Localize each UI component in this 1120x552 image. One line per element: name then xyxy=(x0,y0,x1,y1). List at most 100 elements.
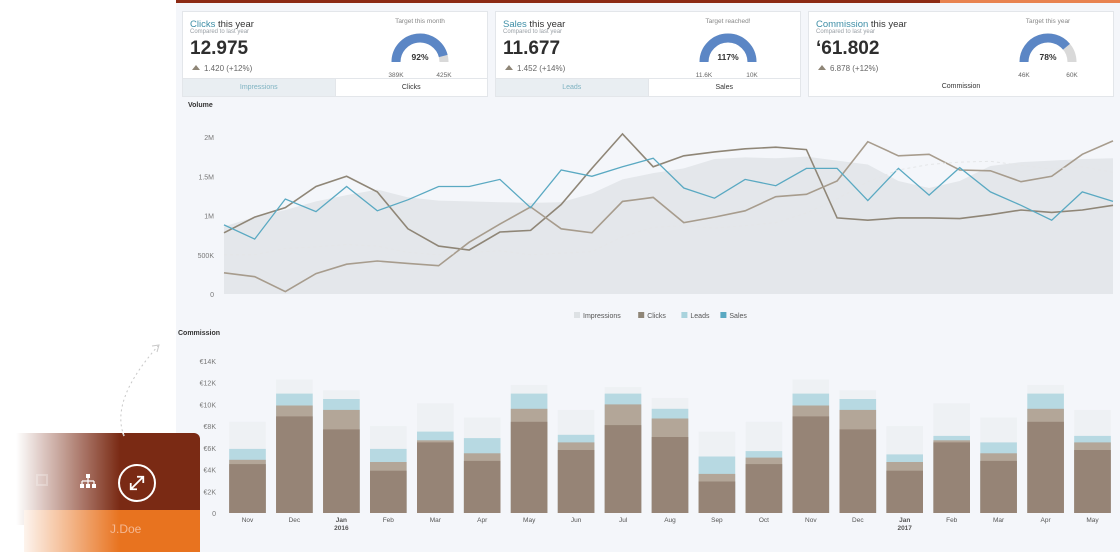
gauge-percent: 92% xyxy=(411,52,428,62)
trend-up-icon xyxy=(818,65,826,70)
y-tick-label: €12K xyxy=(200,381,217,388)
gauge-title: Target this year xyxy=(1025,18,1071,25)
x-tick-label: May xyxy=(1086,517,1099,524)
series-line-clicks xyxy=(223,132,1114,251)
bar-base xyxy=(604,425,642,513)
gauge-fill xyxy=(391,33,448,63)
user-name[interactable]: J.Doe xyxy=(110,522,142,536)
kpi-value: ‘61.802 xyxy=(816,38,880,59)
x-tick-label: Feb xyxy=(946,517,958,524)
bar-base xyxy=(276,416,313,513)
series-line-impressions-dashed xyxy=(224,160,1114,256)
legend-swatch xyxy=(720,312,727,318)
bar-base xyxy=(417,442,454,513)
gauge-percent: 78% xyxy=(1039,52,1056,62)
y-tick-label: €10K xyxy=(200,402,217,409)
legend-label: Clicks xyxy=(647,313,666,320)
bar-base xyxy=(745,464,783,513)
series-line-leads xyxy=(223,140,1114,293)
sitemap-icon[interactable] xyxy=(80,474,96,488)
x-year-label: 2017 xyxy=(897,525,912,532)
x-tick-label: Apr xyxy=(477,517,488,524)
gauge-sales: 117% 11.6K 10K xyxy=(696,33,758,79)
x-tick-label: Oct xyxy=(759,517,769,524)
legend-swatch xyxy=(681,312,688,318)
series-area-impressions xyxy=(224,156,1113,294)
bar-base xyxy=(370,470,407,513)
y-tick-label: 2M xyxy=(204,135,214,142)
y-tick-label: €4K xyxy=(204,468,217,475)
top-accent-bar xyxy=(176,0,1120,3)
bar-base xyxy=(323,429,360,513)
dashboard-icon[interactable] xyxy=(36,474,48,486)
tab-commission[interactable]: Commission xyxy=(941,83,981,90)
kpi-title: Commission this year xyxy=(816,19,907,30)
gauge-title: Target this month xyxy=(395,18,445,25)
bar-base xyxy=(886,470,923,513)
expand-icon[interactable] xyxy=(118,464,156,502)
x-tick-label: Apr xyxy=(1041,517,1052,524)
bar-base xyxy=(933,442,970,513)
volume-chart: 2M 1.5M 1M 500K 0 Impressions Clicks Leads Sales xyxy=(198,132,1114,320)
legend-label: Sales xyxy=(729,313,747,320)
bar-base xyxy=(698,481,736,513)
x-tick-label: Nov xyxy=(805,517,817,524)
bar-base xyxy=(651,437,689,513)
bar-base xyxy=(839,429,877,513)
y-tick-label: €6K xyxy=(204,446,217,453)
y-tick-label: 1.5M xyxy=(198,174,214,181)
x-tick-label: Jul xyxy=(619,517,628,524)
legend-swatch xyxy=(638,312,645,318)
gauge-min: 11.6K xyxy=(696,72,713,79)
tab-sales[interactable]: Sales xyxy=(715,84,733,91)
kpi-subtitle: Compared to last year xyxy=(190,29,250,35)
kpi-card-clicks: Clicks this year Compared to last year 1… xyxy=(182,11,488,97)
y-tick-label: €8K xyxy=(204,424,217,431)
gauge-title: Target reached! xyxy=(705,18,751,25)
kpi-title: Sales this year xyxy=(503,19,566,30)
x-tick-label: Jun xyxy=(571,517,582,524)
y-tick-label: 0 xyxy=(212,511,216,518)
x-tick-label: Jan xyxy=(899,517,910,524)
bar-base xyxy=(1074,450,1111,513)
kpi-delta: 1.452 (+14%) xyxy=(505,64,565,73)
x-tick-label: Jan xyxy=(336,517,347,524)
gauge-max: 425K xyxy=(436,72,452,79)
kpi-subtitle: Compared to last year xyxy=(503,29,563,35)
commission-title: Commission xyxy=(178,330,221,337)
x-tick-label: Feb xyxy=(383,517,395,524)
trend-up-icon xyxy=(505,65,513,70)
x-tick-label: Dec xyxy=(852,517,864,524)
bar-base xyxy=(463,460,501,513)
gauge-percent: 117% xyxy=(717,52,739,62)
bar-base xyxy=(792,416,830,513)
tab-leads[interactable]: Leads xyxy=(496,79,649,96)
kpi-card-commission: Commission this year Compared to last ye… xyxy=(808,11,1114,97)
kpi-title: Clicks this year xyxy=(190,19,254,30)
y-tick-label: €14K xyxy=(200,359,217,366)
y-tick-label: €2K xyxy=(204,489,217,496)
bar-base xyxy=(557,450,595,513)
gauge-min: 46K xyxy=(1018,72,1030,79)
x-tick-label: May xyxy=(523,517,536,524)
gauge-fill xyxy=(699,33,757,63)
gauge-max: 10K xyxy=(746,72,758,79)
y-tick-label: 0 xyxy=(210,292,214,299)
x-tick-label: Aug xyxy=(664,517,676,524)
x-tick-label: Dec xyxy=(289,517,301,524)
bar-base xyxy=(229,464,266,513)
x-tick-label: Mar xyxy=(430,517,442,524)
series-line-sales xyxy=(223,157,1114,240)
tab-impressions[interactable]: Impressions xyxy=(183,79,336,96)
bar-base xyxy=(1027,421,1064,513)
charts-svg: 2M 1.5M 1M 500K 0 Impressions Clicks Leads Sales… xyxy=(198,132,1114,532)
legend-label: Impressions xyxy=(583,313,621,320)
gauge-fill xyxy=(1019,33,1070,63)
gauge-clicks: 92% 389K 425K xyxy=(388,33,452,79)
x-year-label: 2016 xyxy=(334,525,349,532)
y-tick-label: 500K xyxy=(198,253,215,260)
tab-clicks[interactable]: Clicks xyxy=(401,84,421,91)
x-tick-label: Mar xyxy=(993,517,1005,524)
trend-up-icon xyxy=(192,65,200,70)
